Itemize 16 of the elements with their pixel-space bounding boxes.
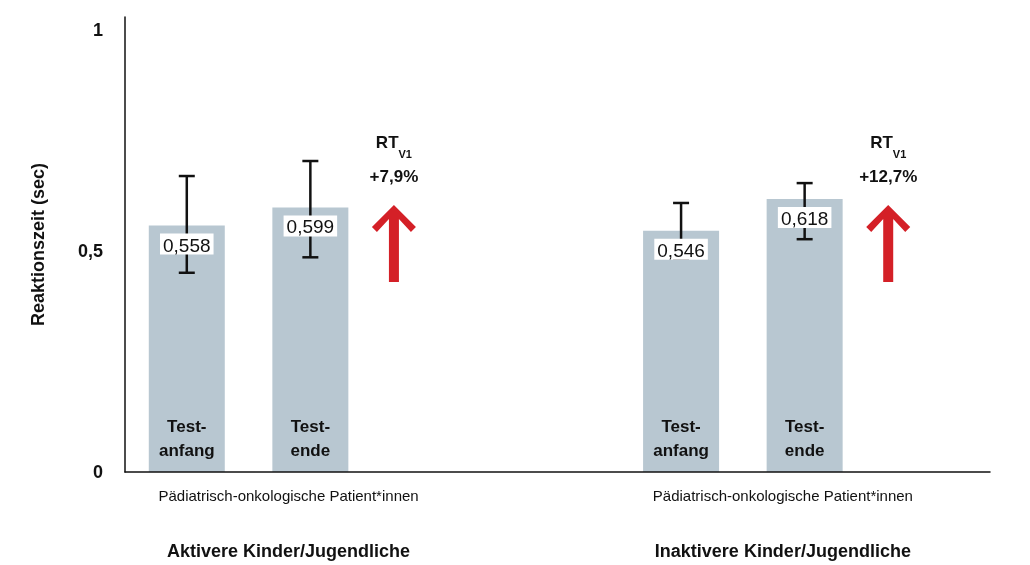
data-label: 0,546 bbox=[657, 239, 705, 261]
data-label: 0,599 bbox=[286, 216, 335, 238]
y-tick-label: 0,5 bbox=[77, 241, 103, 262]
text: Aktivere Kinder/Jugendliche bbox=[167, 541, 411, 561]
x-tick-label: Test- anfang bbox=[653, 416, 709, 460]
x-tick-label: Test- ende bbox=[290, 416, 331, 460]
text: Pädiatrisch-onkologische Patient*innen bbox=[652, 487, 913, 504]
y-axis-title: Reaktionszeit (sec) bbox=[28, 162, 48, 327]
y-tick-label: 0 bbox=[92, 462, 103, 482]
text: Pädiatrisch-onkologische Patient*innen bbox=[158, 487, 419, 504]
x-tick-label: Test- anfang bbox=[158, 416, 215, 460]
data-label: 0,618 bbox=[780, 208, 829, 229]
text: Inaktivere Kinder/Jugendliche bbox=[654, 541, 911, 561]
data-label: 0,558 bbox=[163, 234, 211, 256]
y-tick-label: 1 bbox=[92, 20, 103, 41]
x-tick-label: Test- ende bbox=[784, 416, 825, 460]
